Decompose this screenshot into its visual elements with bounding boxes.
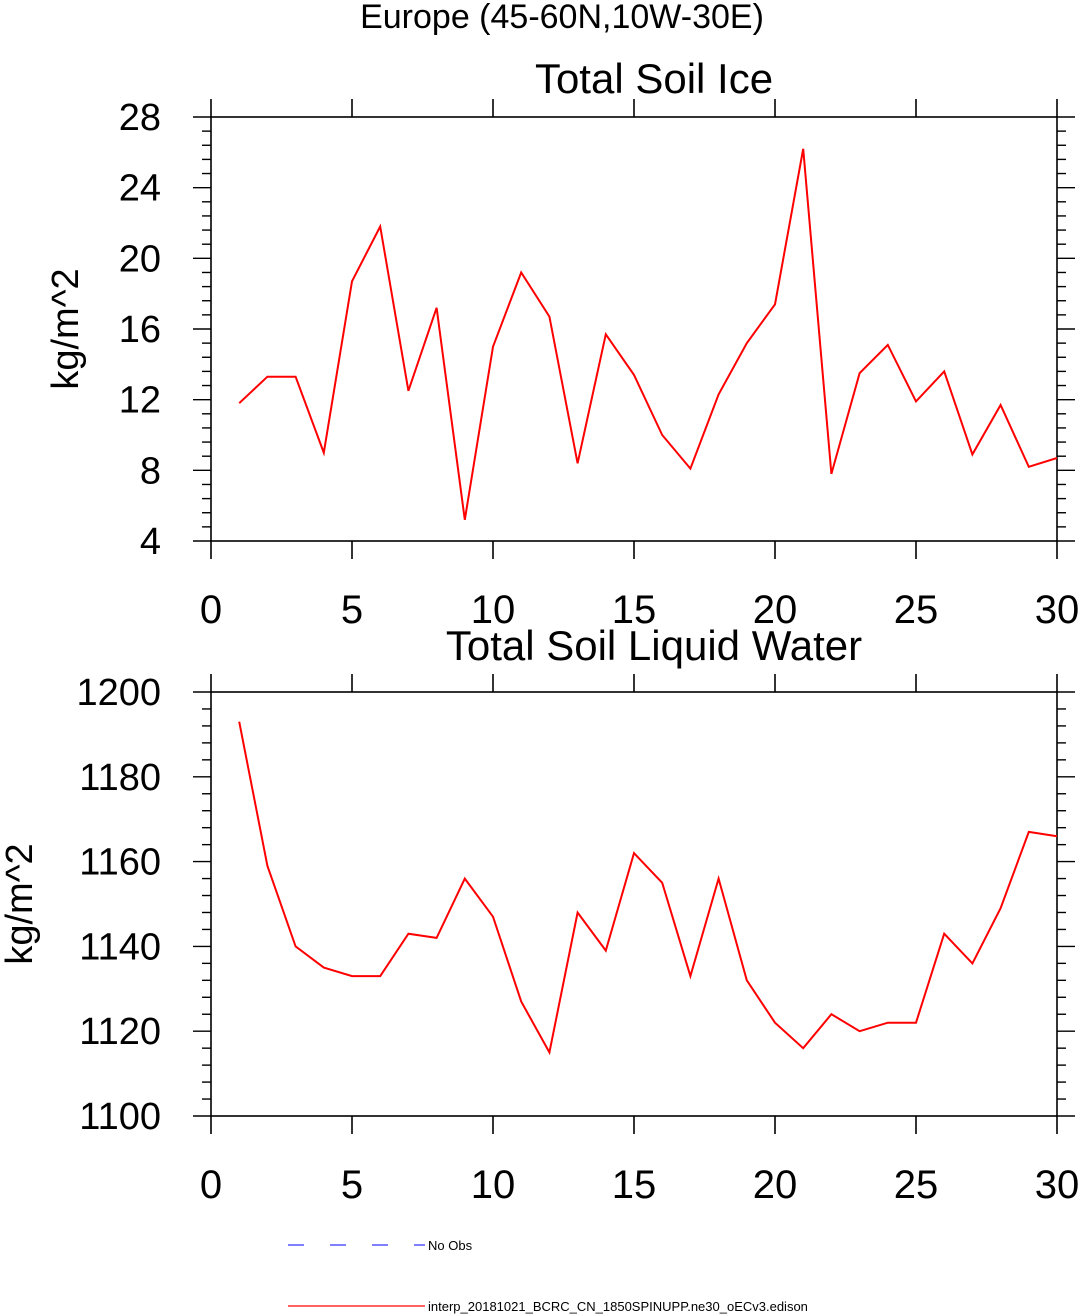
y-tick-label: 1180 [79, 757, 161, 799]
x-tick-label: 5 [341, 588, 363, 632]
y-tick-label: 28 [119, 97, 161, 139]
plot-frame [210, 116, 1058, 542]
y-tick-label: 4 [140, 521, 161, 563]
y-tick-label: 20 [119, 238, 161, 280]
chart-title: Total Soil Ice [535, 55, 773, 102]
y-tick-label: 24 [119, 168, 161, 210]
chart-panel-soil-liquid-water: Total Soil Liquid Water 0 5 10 15 20 25 30 1100 1… [0, 622, 1079, 1207]
y-tick-label: 1140 [79, 926, 161, 968]
x-tick-label: 0 [200, 1163, 222, 1207]
x-tick-label: 10 [471, 1163, 516, 1207]
x-tick-label: 15 [612, 588, 657, 632]
chart-panel-soil-ice: Total Soil Ice 0 5 10 15 20 25 30 4 8 12 16 20 24 28 kg… [45, 55, 1079, 632]
series-line [238, 148, 1058, 520]
y-tick-label: 12 [119, 380, 161, 422]
x-tick-label: 15 [612, 1163, 657, 1207]
legend-label-model: interp_20181021_BCRC_CN_1850SPINUPP.ne30… [428, 1299, 808, 1314]
main-title: Europe (45-60N,10W-30E) [360, 0, 764, 36]
x-tick-label: 5 [341, 1163, 363, 1207]
x-tick-label: 10 [471, 588, 516, 632]
y-tick-label: 1120 [79, 1011, 161, 1053]
x-tick-label: 30 [1035, 588, 1080, 632]
legend-label-no-obs: No Obs [428, 1238, 473, 1253]
x-tick-label: 0 [200, 588, 222, 632]
y-axis-label: kg/m^2 [0, 843, 41, 964]
legend: No Obs interp_20181021_BCRC_CN_1850SPINU… [288, 1238, 808, 1314]
x-tick-label: 30 [1035, 1163, 1080, 1207]
plot-frame [210, 691, 1058, 1117]
y-axis-label: kg/m^2 [45, 268, 87, 389]
x-tick-label: 25 [894, 1163, 939, 1207]
y-tick-label: 1160 [79, 842, 161, 884]
x-tick-label: 20 [753, 588, 798, 632]
y-tick-label: 16 [119, 309, 161, 351]
y-tick-label: 8 [140, 450, 161, 492]
chart-title: Total Soil Liquid Water [446, 622, 862, 669]
y-tick-label: 1100 [79, 1096, 161, 1138]
x-tick-label: 20 [753, 1163, 798, 1207]
x-tick-label: 25 [894, 588, 939, 632]
y-tick-label: 1200 [76, 672, 161, 714]
series-line [238, 721, 1058, 1056]
